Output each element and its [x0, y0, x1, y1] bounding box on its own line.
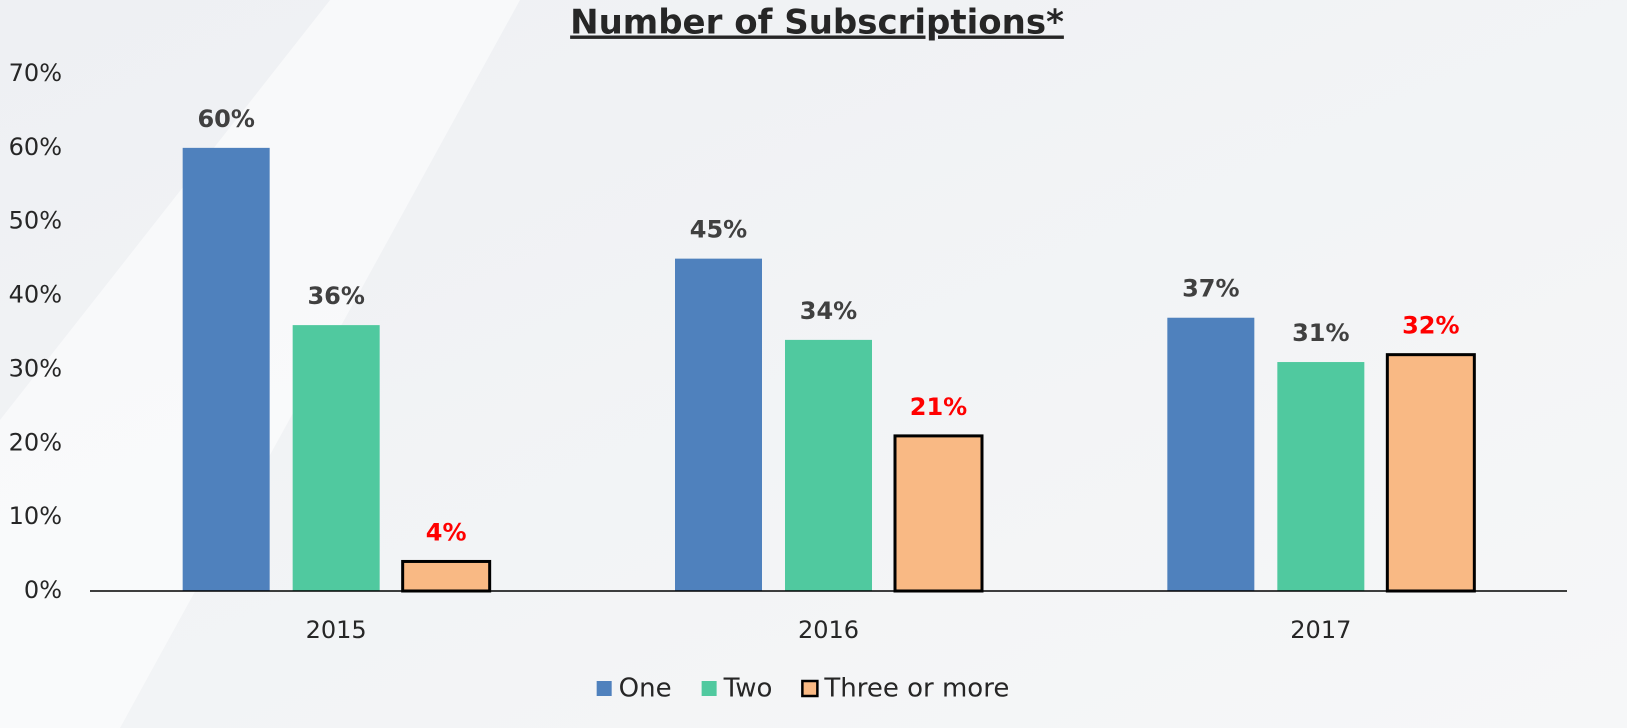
bar	[182, 147, 270, 591]
bar	[893, 434, 984, 593]
bar	[1277, 362, 1365, 591]
y-tick-label: 50%	[9, 207, 62, 235]
y-tick-label: 70%	[9, 59, 62, 87]
bar	[1385, 353, 1476, 593]
data-label: 21%	[910, 393, 967, 421]
legend-swatch	[701, 681, 717, 696]
legend-swatch	[596, 681, 612, 696]
y-tick-label: 40%	[9, 281, 62, 309]
legend-item: One	[596, 674, 672, 704]
bar	[292, 325, 380, 591]
y-tick-label: 20%	[9, 428, 62, 456]
y-tick-label: 10%	[9, 502, 62, 530]
y-tick-label: 0%	[24, 576, 62, 604]
data-label: 60%	[197, 105, 254, 133]
bar	[785, 339, 872, 591]
x-tick-label: 2015	[306, 616, 367, 644]
legend-swatch	[801, 679, 819, 698]
bar	[1167, 317, 1255, 591]
data-label: 34%	[800, 297, 857, 325]
legend-label: One	[619, 674, 672, 704]
data-label: 36%	[307, 282, 364, 310]
chart-title: Number of Subscriptions*	[570, 3, 1064, 43]
x-tick-label: 2017	[1290, 616, 1351, 644]
legend-item: Three or more	[801, 674, 1009, 704]
data-label: 4%	[426, 518, 467, 546]
legend-item: Two	[701, 674, 773, 704]
data-label: 45%	[690, 216, 747, 244]
bar	[675, 258, 762, 591]
data-label: 31%	[1292, 319, 1349, 347]
bar	[401, 559, 492, 593]
y-tick-label: 30%	[9, 354, 62, 382]
data-label: 37%	[1182, 275, 1239, 303]
legend-label: Three or more	[823, 674, 1009, 704]
x-tick-label: 2016	[798, 616, 859, 644]
legend-label: Two	[723, 674, 773, 704]
y-tick-label: 60%	[9, 133, 62, 161]
data-label: 32%	[1402, 312, 1459, 340]
